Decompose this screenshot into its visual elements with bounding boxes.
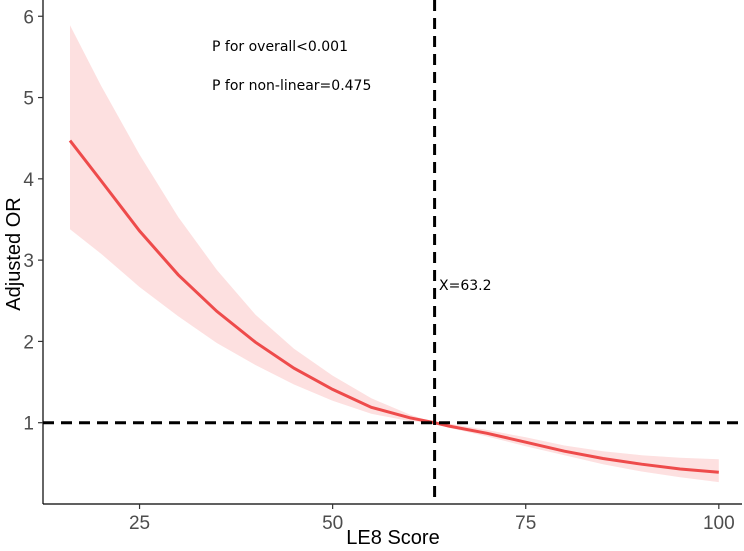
p-overall-annotation: P for overall<0.001: [212, 39, 348, 55]
y-tick-label: 5: [23, 89, 34, 110]
y-tick-label: 2: [23, 332, 34, 353]
x-tick-label: 25: [129, 513, 150, 534]
x-tick-label: 100: [703, 513, 735, 534]
x-axis: 25 50 75 100: [129, 504, 735, 534]
y-axis-title: Adjusted OR: [3, 197, 25, 310]
x-axis-title: LE8 Score: [346, 527, 439, 549]
y-tick-label: 6: [23, 7, 34, 28]
x-tick-label: 75: [515, 513, 536, 534]
confidence-band: [70, 25, 719, 483]
series-line-adjusted-or: [68, 139, 719, 474]
y-axis: 1 2 3 4 5 6: [23, 7, 43, 435]
y-tick-label: 3: [23, 251, 34, 272]
x-tick-label: 50: [322, 513, 343, 534]
y-tick-label: 1: [23, 414, 34, 435]
p-nonlinear-annotation: P for non-linear=0.475: [212, 78, 371, 94]
x-marker-annotation: X=63.2: [439, 278, 492, 294]
y-tick-label: 4: [23, 170, 34, 191]
